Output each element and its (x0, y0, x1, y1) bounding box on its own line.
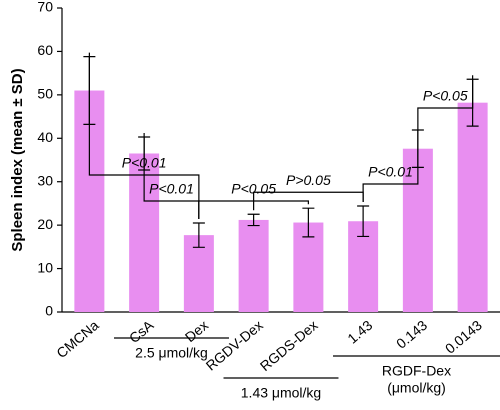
x-tick-label: CsA (126, 316, 157, 346)
x-tick-label: 1.43 (344, 317, 375, 347)
x-tick-label: Dex (182, 317, 211, 345)
group-label: 2.5 μmol/kg (135, 345, 208, 361)
y-tick-label: 60 (37, 42, 53, 58)
significance-bracket (417, 75, 474, 127)
y-tick-label: 0 (45, 303, 53, 319)
y-tick-label: 30 (37, 172, 53, 188)
significance-label: P<0.01 (122, 155, 167, 171)
significance-bracket (362, 126, 419, 203)
bar (457, 102, 488, 312)
y-tick-label: 70 (37, 0, 53, 15)
group-label: RGDF-Dex (382, 363, 451, 379)
x-tick-label: RGDS-Dex (257, 317, 321, 374)
bar (238, 219, 269, 312)
x-tick-label: 0.0143 (442, 317, 485, 357)
group-label: (μmol/kg) (387, 380, 446, 396)
y-tick-label: 20 (37, 216, 53, 232)
y-tick-label: 10 (37, 259, 53, 275)
y-tick-label: 40 (37, 129, 53, 145)
error-bar (357, 205, 370, 238)
error-bar (247, 213, 260, 227)
error-bar (192, 222, 205, 248)
y-tick-label: 50 (37, 86, 53, 102)
x-tick-label: 0.143 (393, 317, 430, 352)
significance-label: P<0.05 (423, 88, 468, 104)
x-tick-label: CMCNa (53, 317, 102, 361)
x-tick-label: RGDV-Dex (203, 317, 266, 374)
y-axis-label: Spleen index (mean ± SD) (9, 68, 26, 251)
significance-label: P>0.05 (286, 172, 331, 188)
bar (183, 235, 214, 312)
group-label: 1.43 μmol/kg (241, 385, 321, 401)
significance-label: P<0.01 (149, 181, 194, 197)
significance-label: P<0.05 (231, 181, 276, 197)
significance-bracket (88, 52, 200, 219)
error-bar (302, 207, 315, 238)
significance-label: P<0.01 (368, 164, 413, 180)
